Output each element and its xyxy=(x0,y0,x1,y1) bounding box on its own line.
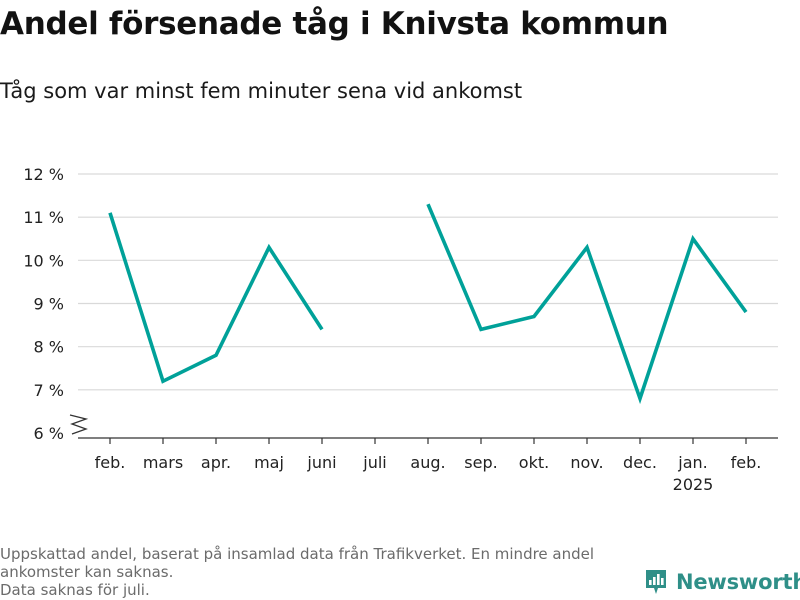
footnote-missing-data: Data saknas för juli. xyxy=(0,581,150,599)
footnote: Uppskattad andel, baserat på insamlad da… xyxy=(0,545,640,599)
y-tick-label: 6 % xyxy=(34,424,64,443)
y-tick-label: 9 % xyxy=(34,295,64,314)
chart-subtitle: Tåg som var minst fem minuter sena vid a… xyxy=(0,79,523,103)
brand: Newsworthy xyxy=(644,568,800,596)
y-tick-label: 10 % xyxy=(23,251,64,270)
y-tick-label: 8 % xyxy=(34,338,64,357)
x-tick-label: feb. xyxy=(95,453,126,472)
axis-break-icon xyxy=(69,414,89,435)
series-line xyxy=(108,212,324,384)
y-tick-label: 11 % xyxy=(23,208,64,227)
x-tick-label: apr. xyxy=(201,453,231,472)
series-line xyxy=(426,203,748,405)
newsworthy-logo-icon xyxy=(646,570,666,594)
x-tick-label: juli xyxy=(362,453,386,472)
y-tick-label: 12 % xyxy=(23,165,64,184)
x-tick-label: aug. xyxy=(410,453,445,472)
x-tick-label: okt. xyxy=(519,453,549,472)
y-tick-label: 7 % xyxy=(34,381,64,400)
x-tick-label: maj xyxy=(254,453,284,472)
x-tick-label: feb. xyxy=(731,453,762,472)
x-tick-label: mars xyxy=(143,453,183,472)
x-tick-label: dec. xyxy=(623,453,657,472)
x-tick-sublabel: 2025 xyxy=(673,475,714,494)
footnote-source: Uppskattad andel, baserat på insamlad da… xyxy=(0,545,595,581)
x-tick-label: juni xyxy=(306,453,336,472)
chart-title: Andel försenade tåg i Knivsta kommun xyxy=(0,6,669,42)
line-chart: 6 % 7 % 8 % 9 % 10 % 11 % 12 % feb. mars apr. maj j… xyxy=(23,165,778,494)
x-tick-label: sep. xyxy=(464,453,497,472)
brand-name: Newsworthy xyxy=(676,570,800,594)
x-tick-label: nov. xyxy=(570,453,603,472)
x-tick-label: jan. xyxy=(677,453,707,472)
